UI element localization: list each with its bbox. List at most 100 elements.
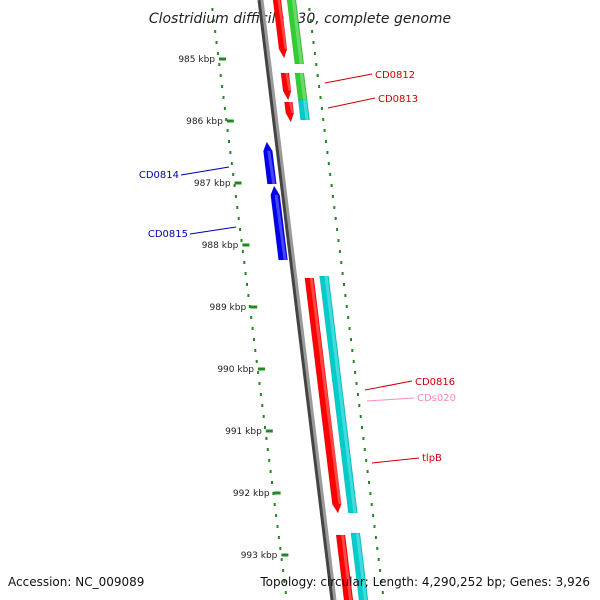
ruler-tick-label: 986 kbp bbox=[186, 117, 223, 127]
cds-feature bbox=[280, 72, 292, 101]
tick-dot bbox=[361, 426, 363, 429]
left-tick-dots bbox=[211, 8, 287, 594]
tick-dot bbox=[355, 382, 358, 385]
ruler-tick-label: 987 kbp bbox=[194, 179, 231, 189]
gene-label-cd0813[interactable]: CD0813 bbox=[378, 94, 418, 105]
tick-dot bbox=[282, 569, 285, 572]
rna-feature bbox=[319, 275, 358, 514]
tick-dot bbox=[336, 228, 339, 231]
tick-dot bbox=[341, 272, 344, 275]
map-title: Clostridium difficile 630, complete geno… bbox=[149, 11, 451, 27]
feature-highlight bbox=[299, 73, 307, 100]
ruler-tick-label: 992 kbp bbox=[233, 489, 270, 499]
cds-feature bbox=[272, 0, 288, 59]
gene-label-cd0815[interactable]: CD0815 bbox=[148, 229, 188, 240]
tick-dot bbox=[331, 195, 334, 198]
ruler-tick-label: 990 kbp bbox=[217, 365, 254, 375]
tick-dot bbox=[216, 52, 219, 55]
tick-dot bbox=[343, 283, 345, 286]
tick-dot bbox=[219, 74, 222, 77]
gene-label-cds020[interactable]: CDs020 bbox=[417, 393, 456, 404]
tick-dot bbox=[237, 217, 240, 220]
cds-feature bbox=[263, 141, 277, 185]
ruler-tick bbox=[242, 243, 250, 247]
tick-dot bbox=[359, 415, 362, 418]
tick-dot bbox=[365, 459, 368, 462]
tick-dot bbox=[279, 547, 282, 550]
tick-dot bbox=[254, 349, 257, 352]
tick-dot bbox=[229, 151, 232, 154]
ruler-tick bbox=[281, 553, 289, 557]
gene-feature bbox=[286, 0, 305, 65]
tick-dot bbox=[250, 316, 253, 319]
genome-backbone-shadow bbox=[257, 0, 336, 600]
tick-dot bbox=[313, 52, 316, 55]
tick-dot bbox=[241, 250, 244, 253]
tick-dot bbox=[344, 294, 347, 297]
tick-dot bbox=[351, 349, 354, 352]
tick-dot bbox=[283, 580, 286, 583]
tick-dot bbox=[276, 525, 279, 528]
tick-dot bbox=[333, 206, 336, 209]
tick-dot bbox=[327, 162, 330, 165]
cds-feature bbox=[335, 534, 354, 600]
tick-dot bbox=[273, 503, 276, 506]
feature-track bbox=[263, 0, 369, 600]
tick-dot bbox=[211, 8, 214, 11]
label-leader-line bbox=[371, 457, 420, 464]
tick-dot bbox=[243, 261, 246, 264]
feature-highlight bbox=[267, 151, 276, 184]
tick-dot bbox=[348, 327, 351, 330]
tick-dot bbox=[240, 239, 243, 242]
tick-dot bbox=[239, 228, 242, 231]
tick-dot bbox=[277, 536, 280, 539]
tick-dot bbox=[350, 338, 352, 341]
tick-dot bbox=[284, 591, 287, 594]
tick-dot bbox=[320, 107, 323, 110]
tick-dot bbox=[218, 63, 221, 66]
gene-label-tlpb[interactable]: tlpB bbox=[422, 453, 442, 464]
tick-dot bbox=[264, 426, 266, 429]
tick-dot bbox=[345, 305, 348, 308]
tick-dot bbox=[280, 558, 283, 561]
tick-dot bbox=[223, 107, 226, 110]
tick-dot bbox=[221, 85, 224, 88]
gene-label-cd0812[interactable]: CD0812 bbox=[375, 70, 415, 81]
feature-highlight bbox=[355, 533, 367, 600]
label-leader-line bbox=[189, 226, 237, 235]
tick-dot bbox=[214, 30, 217, 33]
feature-highlight bbox=[309, 278, 342, 504]
ruler-tick bbox=[234, 181, 242, 185]
tick-dot bbox=[368, 481, 370, 484]
tick-dot bbox=[322, 118, 325, 121]
tick-dot bbox=[255, 360, 258, 363]
accession-text: Accession: NC_009089 bbox=[8, 575, 145, 589]
tick-dot bbox=[366, 470, 369, 473]
right-tick-dots bbox=[308, 8, 384, 594]
tick-dot bbox=[271, 481, 273, 484]
label-leader-line bbox=[324, 73, 373, 84]
tick-dot bbox=[334, 217, 337, 220]
tick-dot bbox=[308, 8, 311, 11]
tick-dot bbox=[315, 63, 318, 66]
feature-highlight bbox=[285, 73, 292, 91]
tick-dot bbox=[352, 360, 355, 363]
tick-dot bbox=[311, 30, 314, 33]
genome-backbone bbox=[260, 0, 337, 600]
gene-label-cd0816[interactable]: CD0816 bbox=[415, 377, 455, 388]
tick-dot bbox=[234, 195, 237, 198]
cds-feature bbox=[270, 185, 288, 261]
ruler-tick bbox=[258, 367, 265, 371]
tick-dot bbox=[236, 206, 239, 209]
tick-dot bbox=[275, 514, 278, 517]
tick-dot bbox=[362, 437, 365, 440]
genome-summary-text: Topology: circular; Length: 4,290,252 bp… bbox=[260, 575, 590, 589]
gene-labels: CD0812 CD0813 CD0814 CD0815 CD0816 CDs020 tlpB bbox=[139, 70, 456, 464]
feature-highlight bbox=[324, 276, 357, 513]
rna-feature bbox=[350, 532, 369, 600]
tick-dot bbox=[347, 316, 350, 319]
tick-dot bbox=[212, 19, 215, 22]
gene-label-cd0814[interactable]: CD0814 bbox=[139, 170, 179, 181]
tick-dot bbox=[379, 569, 382, 572]
tick-dot bbox=[381, 591, 384, 594]
